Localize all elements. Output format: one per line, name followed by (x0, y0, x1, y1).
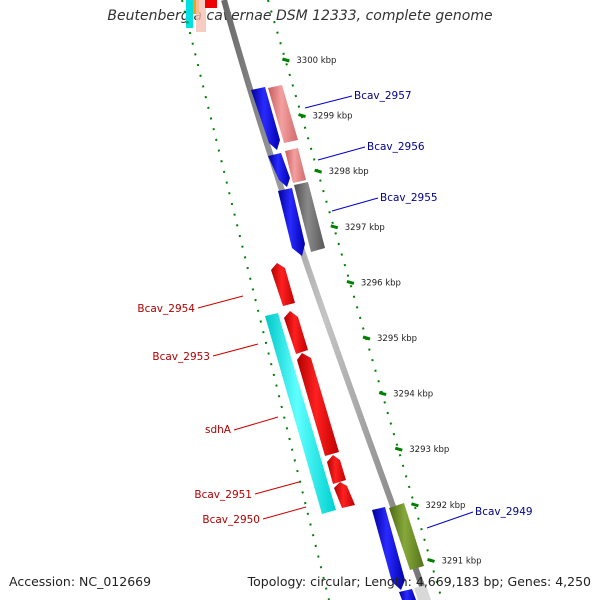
label-sdhA: sdhA (205, 424, 232, 436)
top-pink-feature (196, 0, 206, 32)
leader-sdhA (233, 416, 279, 431)
gene-Bcav_2949-arrow (372, 507, 405, 590)
tick-mark (410, 502, 419, 508)
leader-Bcav_2956 (317, 146, 366, 161)
leader-Bcav_2949 (426, 511, 474, 529)
tick-mark (362, 335, 371, 341)
gene-sdhA-arrow (297, 353, 339, 456)
feature-gray (294, 182, 325, 252)
tick-label: 3298 kbp (329, 167, 369, 177)
tick-label: 3296 kbp (361, 278, 401, 288)
gene-Bcav_2953-arrow (284, 311, 308, 354)
gene-Bcav_2954-arrow (271, 263, 295, 306)
top-cyan-feature (186, 0, 193, 28)
feature-pink-2 (285, 148, 306, 183)
tick-label: 3297 kbp (345, 223, 385, 233)
label-Bcav_2954: Bcav_2954 (137, 303, 195, 315)
gene-features (251, 85, 431, 600)
tick-mark (298, 113, 306, 119)
tick-label: 3295 kbp (377, 334, 417, 344)
tick-label: 3293 kbp (409, 445, 449, 455)
gene-Bcav_2951-arrow (327, 455, 346, 484)
leader-Bcav_2950 (262, 506, 307, 520)
leader-Bcav_2954 (197, 295, 244, 309)
label-leaders (197, 95, 474, 529)
tick-mark (346, 279, 355, 285)
tick-mark (378, 391, 387, 397)
tick-mark (427, 557, 435, 563)
tick-mark (281, 57, 290, 63)
label-Bcav_2953: Bcav_2953 (152, 351, 210, 363)
gene-labels: Bcav_2957 Bcav_2956 Bcav_2955 Bcav_2949 … (137, 90, 532, 526)
label-Bcav_2950: Bcav_2950 (202, 514, 260, 526)
genome-summary-text: Topology: circular; Length: 4,669,183 bp… (247, 574, 591, 589)
top-red-feature (205, 0, 217, 8)
label-Bcav_2955: Bcav_2955 (380, 192, 438, 204)
tick-mark (330, 224, 339, 230)
leader-Bcav_2957 (304, 95, 353, 109)
tick-mark (394, 446, 403, 452)
accession-text: Accession: NC_012669 (9, 574, 152, 589)
label-Bcav_2949: Bcav_2949 (475, 506, 533, 518)
tick-label: 3292 kbp (425, 501, 465, 511)
gene-Bcav_2957-arrow (251, 87, 280, 150)
tick-marks: 3300 kbp 3299 kbp 3298 kbp 3297 kbp 3296 kbp… (281, 56, 482, 566)
gene-forward-bottom-arrow (399, 589, 416, 600)
genome-backbone (221, 0, 430, 600)
tick-label: 3291 kbp (442, 556, 482, 566)
feature-cyan-rna (265, 313, 336, 514)
leader-Bcav_2955 (331, 197, 379, 212)
leader-Bcav_2953 (212, 343, 259, 357)
tick-label: 3299 kbp (313, 112, 353, 122)
feature-pink-1 (268, 85, 298, 143)
tick-label: 3294 kbp (393, 390, 433, 400)
gene-Bcav_2956-arrow (268, 153, 290, 187)
top-feature-strip (186, 0, 217, 32)
tick-mark (314, 168, 323, 174)
inner-dotted-circle (181, 0, 330, 600)
gene-Bcav_2950-arrow (334, 482, 355, 508)
leader-Bcav_2951 (254, 481, 300, 495)
gene-Bcav_2955-arrow (278, 188, 305, 256)
label-Bcav_2951: Bcav_2951 (194, 489, 252, 501)
label-Bcav_2956: Bcav_2956 (367, 141, 425, 153)
feature-olive (389, 503, 424, 570)
feature-light-bottom (414, 585, 431, 600)
label-Bcav_2957: Bcav_2957 (354, 90, 412, 102)
tick-label: 3300 kbp (296, 56, 336, 66)
